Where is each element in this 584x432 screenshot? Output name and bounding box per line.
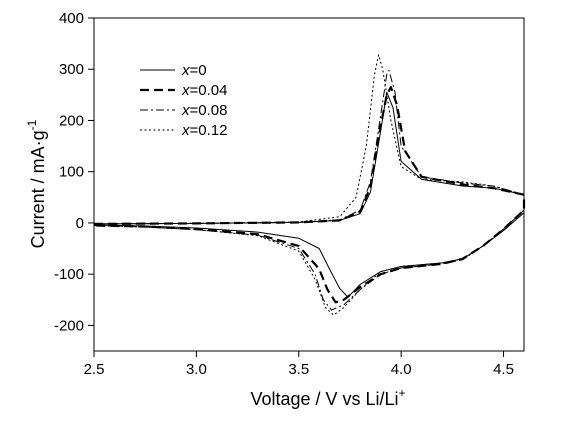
x-axis-title-main: Voltage / V vs Li/Li: [250, 389, 398, 409]
legend-label-variable: x: [181, 102, 190, 119]
legend-label: x=0.12: [181, 122, 227, 139]
x-tick-label: 4.0: [391, 361, 412, 378]
plot-frame: [93, 17, 525, 352]
x-tick-label: 3.5: [288, 361, 309, 378]
y-tick-label: 400: [59, 10, 84, 27]
x-tick-label: 2.5: [84, 361, 105, 378]
y-tick-label: 0: [76, 215, 84, 232]
legend-label-variable: x: [181, 82, 190, 99]
series-line-x-0: [93, 91, 525, 298]
y-tick-label: -100: [54, 266, 84, 283]
y-tick-label: 300: [59, 61, 84, 78]
series-layer: [93, 54, 526, 316]
x-tick-label: 3.0: [186, 361, 207, 378]
legend-label-variable: x: [181, 62, 190, 79]
series-line-x-0.04: [93, 86, 526, 304]
x-tick-label: 4.5: [493, 361, 514, 378]
y-tick-label: 100: [59, 164, 84, 181]
y-tick-label: 200: [59, 112, 84, 129]
legend-label-value: =0.12: [190, 122, 228, 139]
x-axis-title: Voltage / V vs Li/Li+: [250, 386, 405, 409]
series-line-x-0.08: [93, 69, 525, 311]
legend-label-variable: x: [181, 122, 190, 139]
x-axis-title-superscript: +: [399, 386, 406, 400]
legend-label-value: =0.04: [190, 82, 228, 99]
legend-label: x=0.04: [181, 82, 227, 99]
y-axis-title-main: Current / mA·g: [28, 130, 48, 248]
legend-label: x=0: [181, 62, 207, 79]
legend: x=0x=0.04x=0.08x=0.12: [140, 62, 227, 139]
y-axis-title: Current / mA·g-1: [25, 119, 48, 248]
legend-label-value: =0.08: [190, 102, 228, 119]
legend-label-value: =0: [190, 62, 207, 79]
y-tick-label: -200: [54, 317, 84, 334]
ticks-layer: 2.5 3.0 3.5 4.0 4.5 400 300 200 100 0 -100 -200: [54, 10, 514, 378]
legend-label: x=0.08: [181, 102, 227, 119]
y-axis-title-superscript: -1: [25, 119, 39, 130]
